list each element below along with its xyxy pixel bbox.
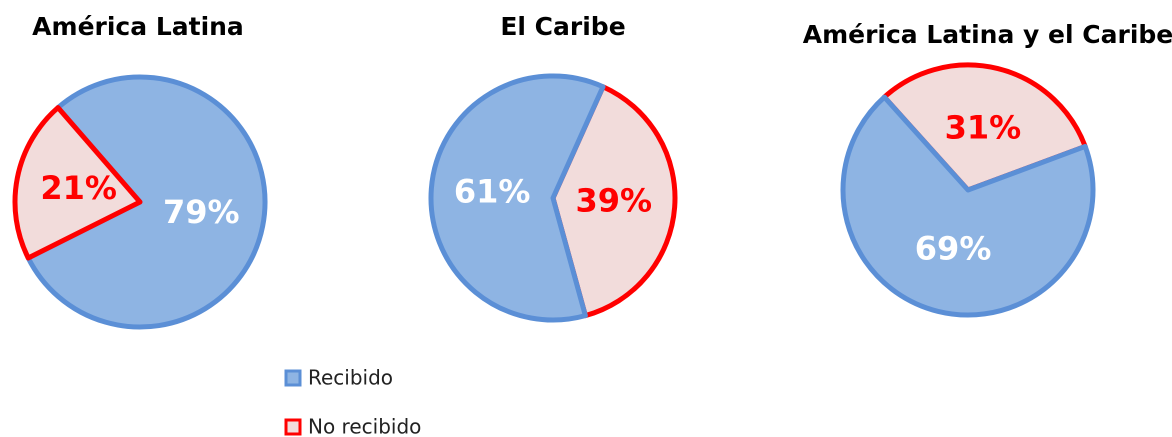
chart-title: América Latina [32, 12, 244, 41]
pie-slice [881, 62, 1088, 193]
legend-swatch [284, 418, 302, 436]
data-label: 69% [915, 230, 992, 268]
chart-title: El Caribe [500, 12, 625, 41]
data-label: 79% [163, 193, 240, 231]
legend-label: No recibido [308, 415, 421, 437]
data-label: 61% [454, 172, 531, 210]
pie-slice [428, 73, 606, 323]
legend-swatch [284, 369, 302, 387]
pie-slice [12, 105, 143, 261]
chart-title: América Latina y el Caribe [803, 20, 1172, 49]
pie-slice [550, 84, 678, 319]
pie-slice [840, 94, 1096, 318]
data-label: 39% [576, 182, 653, 220]
data-label: 31% [945, 108, 1022, 146]
legend-label: Recibido [308, 366, 393, 390]
data-label: 21% [40, 169, 117, 207]
